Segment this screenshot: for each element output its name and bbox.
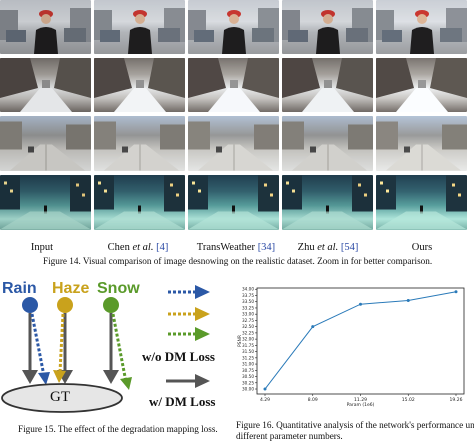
y-tick-label: 30.50 [242,374,254,379]
series-line [264,291,457,390]
thumb-street-portrait-zhu [282,0,373,54]
y-axis-label: PSNR [237,335,243,347]
x-axis-label: Param (1e6) [347,402,375,408]
x-tick-label: 11.29 [354,397,367,403]
y-tick-label: 33.00 [242,312,254,317]
snow-node [103,297,119,313]
y-tick-label: 32.50 [242,324,254,329]
thumb-city-street-transweather [188,58,279,112]
column-label-transweather: TransWeather [34] [196,242,276,253]
y-tick-label: 30.00 [242,387,254,392]
fig15-diagram [1,285,210,413]
x-tick-label: 19.26 [450,397,463,403]
data-point [454,290,458,294]
column-label-zhu: Zhu et al. [54] [297,242,359,253]
gt-ellipse [1,383,123,413]
thumb-city-street-input [0,58,91,112]
rain-node [22,297,38,313]
snow-dashed-arrow [111,313,128,383]
thumb-night-plaza-input [0,175,91,230]
thumb-street-portrait-transweather [188,0,279,54]
fig16-caption-line2: different parameter numbers. [236,431,343,441]
thumb-night-plaza-chen [94,175,185,230]
thumb-night-plaza-ours [376,175,467,230]
wo-dm-loss-label: w/o DM Loss [142,349,215,364]
x-tick-label: 15.02 [402,397,415,403]
snow-label: Snow [97,280,140,297]
thumb-snowy-road-transweather [188,116,279,171]
x-tick-label: 4.29 [260,397,270,403]
fig14-caption: Figure 14. Visual comparison of image de… [43,256,433,266]
y-tick-label: 30.75 [242,368,254,373]
x-tick-label: 8.09 [308,397,318,403]
haze-node [57,297,73,313]
y-tick-label: 31.50 [242,349,254,354]
thumb-snowy-road-chen [94,116,185,171]
column-label-input: Input [30,242,54,253]
thumb-street-portrait-input [0,0,91,54]
thumb-snowy-road-zhu [282,116,373,171]
y-tick-label: 33.25 [242,305,254,310]
gt-label: GT [50,389,70,405]
data-point [406,298,410,302]
column-label-chen: Chen et al. [4] [107,242,169,253]
thumb-city-street-zhu [282,58,373,112]
y-tick-label: 30.25 [242,380,254,385]
data-point [311,325,315,329]
thumb-snowy-road-ours [376,116,467,171]
haze-dashed-arrow [58,313,65,373]
y-tick-label: 31.00 [242,362,254,367]
thumb-night-plaza-zhu [282,175,373,230]
fig16-caption-line1: Figure 16. Quantitative analysis of the … [236,420,474,430]
y-tick-label: 33.50 [242,299,254,304]
y-tick-label: 32.00 [242,337,254,342]
y-tick-label: 33.75 [242,293,254,298]
fig14-image-grid [0,0,467,230]
haze-label: Haze [52,280,90,297]
thumb-night-plaza-transweather [188,175,279,230]
thumb-city-street-chen [94,58,185,112]
y-tick-label: 34.00 [242,287,254,292]
fig15-caption: Figure 15. The effect of the degradation… [18,424,218,434]
data-point [263,387,267,391]
y-tick-label: 31.75 [242,343,254,348]
rain-label: Rain [2,280,37,297]
y-tick-label: 32.75 [242,318,254,323]
data-point [359,302,362,306]
y-tick-label: 32.25 [242,330,254,335]
fig16-caption: Figure 16. Quantitative analysis of the … [236,420,474,442]
thumb-city-street-ours [376,58,467,112]
w-dm-loss-label: w/ DM Loss [149,394,216,409]
column-label-ours: Ours [411,242,433,253]
y-tick-label: 31.25 [242,355,254,360]
thumb-snowy-road-input [0,116,91,171]
thumb-street-portrait-chen [94,0,185,54]
rain-dashed-arrow [30,313,46,377]
thumb-street-portrait-ours [376,0,467,54]
